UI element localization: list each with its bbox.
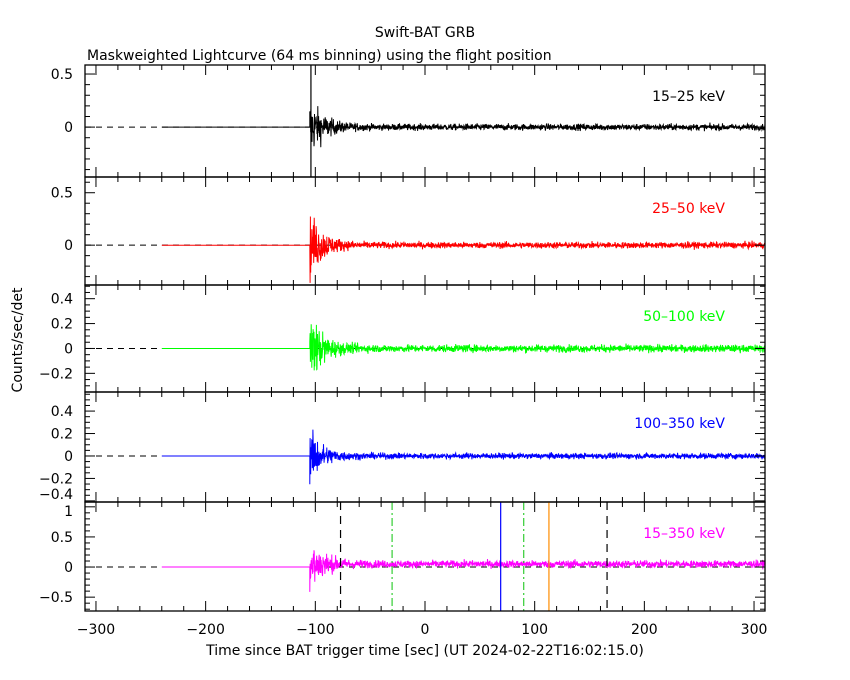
y-tick-label: 0 <box>64 341 73 357</box>
panel-frame <box>84 176 766 286</box>
y-tick-label: −0.2 <box>39 471 73 487</box>
y-tick-label: −0.4 <box>39 487 73 503</box>
lightcurve-series <box>161 216 765 283</box>
panel-15-350-kev: −0.5 0 0.5 1 15–350 keV <box>39 501 766 612</box>
x-tick-label: 0 <box>421 622 430 638</box>
panel-50-100-kev: −0.2 0 0.2 0.4 50–100 keV <box>39 284 766 393</box>
x-tick-label: 100 <box>521 622 548 638</box>
y-tick-label: 0.5 <box>51 67 73 83</box>
lightcurve-series <box>161 429 765 485</box>
lightcurve-series <box>161 106 765 148</box>
x-tick-label: −100 <box>296 622 334 638</box>
panel-25-50-kev: 0 0.5 25–50 keV <box>51 176 766 286</box>
y-tick-label: 1 <box>64 504 73 520</box>
y-tick-label: 0.5 <box>51 186 73 202</box>
panel-frame <box>84 391 766 503</box>
y-tick-label: 0.2 <box>51 317 73 333</box>
chart-subtitle: Maskweighted Lightcurve (64 ms binning) … <box>87 48 552 64</box>
x-tick-label: 300 <box>741 622 768 638</box>
x-tick-label: −200 <box>186 622 224 638</box>
energy-band-label: 25–50 keV <box>652 201 725 217</box>
lightcurve-series <box>161 550 765 592</box>
panel-15-25-kev: 0 0.5 15–25 keV <box>51 64 766 178</box>
energy-band-label: 100–350 keV <box>634 416 725 432</box>
x-tick-label: −300 <box>77 622 115 638</box>
y-tick-label: −0.5 <box>39 590 73 606</box>
chart-title: Swift-BAT GRB <box>375 25 475 41</box>
panel-100-350-kev: −0.4−0.2 0 0.2 0.4 100–350 keV <box>39 391 766 503</box>
x-axis-label: Time since BAT trigger time [sec] (UT 20… <box>205 643 644 659</box>
y-tick-label: −0.2 <box>39 366 73 382</box>
panel-frame <box>84 284 766 393</box>
y-tick-label: 0.4 <box>51 292 73 308</box>
panel-frame <box>84 501 766 612</box>
y-tick-label: 0.4 <box>51 404 73 420</box>
y-tick-label: 0.2 <box>51 427 73 443</box>
y-tick-label: 0 <box>64 238 73 254</box>
y-tick-label: 0.5 <box>51 530 73 546</box>
energy-band-label: 15–350 keV <box>643 526 725 542</box>
y-axis-label: Counts/sec/det <box>10 287 26 392</box>
x-tick-label: 200 <box>631 622 658 638</box>
energy-band-label: 50–100 keV <box>643 309 725 325</box>
y-tick-label: 0 <box>64 449 73 465</box>
y-tick-label: 0 <box>64 560 73 576</box>
lightcurve-series <box>161 324 765 371</box>
energy-band-label: 15–25 keV <box>652 89 725 105</box>
y-tick-label: 0 <box>64 120 73 136</box>
panel-frame <box>84 64 766 178</box>
